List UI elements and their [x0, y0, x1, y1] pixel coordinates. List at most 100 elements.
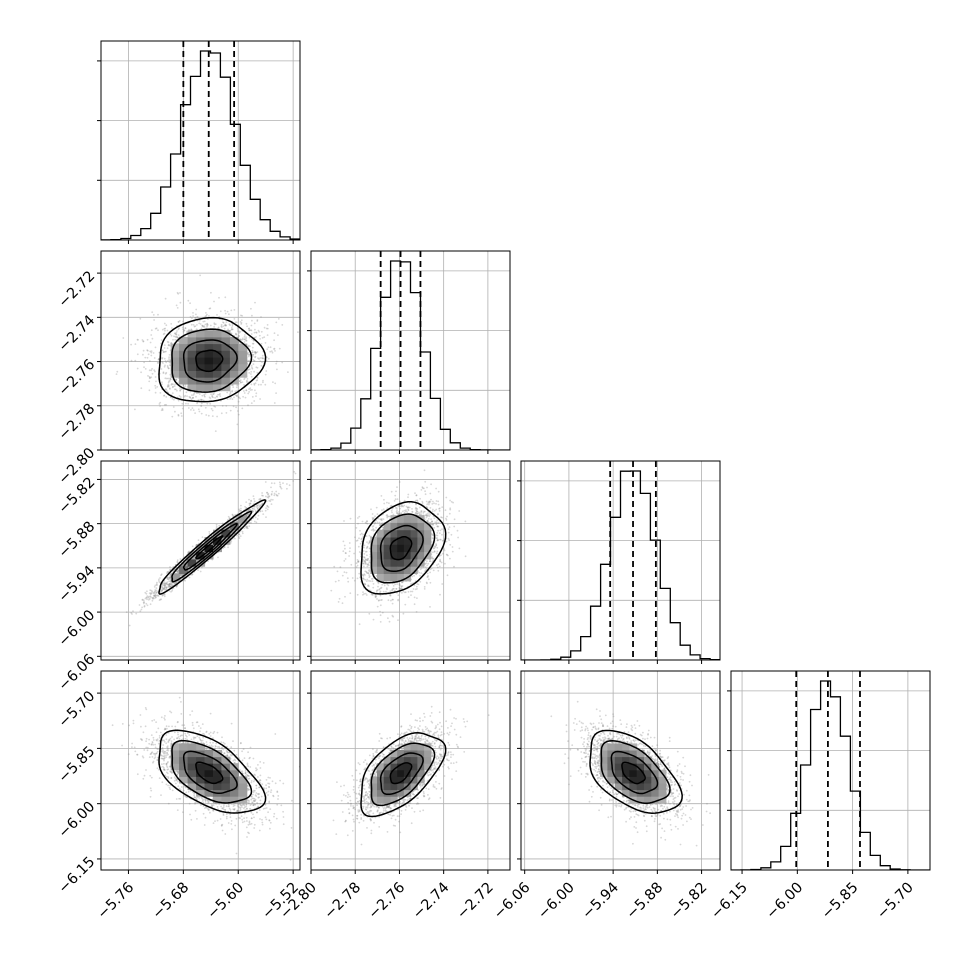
scatter-point — [195, 391, 198, 394]
scatter-point — [270, 493, 273, 496]
scatter-point — [174, 582, 177, 584]
scatter-point — [225, 321, 228, 323]
scatter-point — [154, 595, 157, 598]
scatter-point — [202, 326, 205, 328]
scatter-point — [216, 314, 218, 316]
scatter-point — [265, 507, 267, 509]
scatter-point — [165, 361, 168, 364]
scatter-point — [237, 536, 240, 538]
scatter-point — [149, 589, 152, 592]
scatter-point — [280, 487, 283, 490]
scatter-point — [149, 341, 152, 344]
scatter-point — [177, 571, 180, 573]
scatter-point — [174, 410, 176, 413]
scatter-point — [196, 316, 199, 319]
scatter-point — [154, 370, 156, 373]
scatter-point — [160, 590, 163, 592]
scatter-point — [154, 387, 157, 389]
scatter-point — [168, 584, 171, 586]
scatter-point — [164, 589, 167, 591]
scatter-point — [152, 352, 155, 354]
scatter-point — [247, 352, 250, 354]
scatter-point — [149, 593, 152, 596]
scatter-point — [215, 527, 218, 530]
scatter-point — [143, 605, 146, 607]
scatter-point — [164, 329, 166, 332]
scatter-point — [247, 392, 250, 395]
scatter-point — [180, 574, 183, 576]
density-cell — [196, 336, 206, 345]
scatter-point — [234, 321, 237, 324]
scatter-point — [231, 398, 234, 400]
scatter-point — [166, 329, 169, 332]
scatter-point — [250, 522, 252, 524]
scatter-point — [254, 356, 256, 359]
scatter-point — [211, 409, 214, 412]
scatter-point — [245, 339, 247, 342]
scatter-point — [231, 384, 234, 387]
scatter-point — [146, 595, 149, 597]
panel-2-0 — [97, 460, 301, 664]
scatter-point — [286, 483, 288, 485]
scatter-point — [167, 385, 170, 388]
scatter-point — [202, 325, 204, 327]
scatter-point — [195, 313, 197, 316]
scatter-point — [249, 345, 251, 348]
density-cell — [170, 343, 180, 351]
scatter-point — [197, 408, 200, 411]
scatter-point — [146, 604, 149, 607]
scatter-point — [161, 594, 164, 597]
scatter-point — [271, 490, 274, 493]
scatter-point — [175, 336, 178, 338]
scatter-point — [271, 351, 274, 354]
scatter-point — [241, 337, 244, 340]
scatter-point — [174, 388, 177, 391]
scatter-point — [228, 393, 231, 396]
scatter-point — [194, 412, 197, 414]
scatter-point — [191, 397, 194, 399]
scatter-point — [210, 407, 213, 410]
scatter-point — [275, 490, 278, 493]
scatter-point — [247, 513, 250, 516]
scatter-point — [147, 598, 150, 601]
scatter-point — [227, 328, 229, 331]
scatter-point — [168, 577, 171, 579]
scatter-point — [266, 505, 269, 508]
scatter-point — [177, 321, 180, 323]
scatter-point — [170, 583, 172, 585]
scatter-point — [240, 507, 242, 510]
scatter-point — [210, 393, 213, 396]
scatter-point — [169, 388, 171, 390]
scatter-point — [154, 594, 157, 597]
scatter-point — [269, 350, 272, 353]
scatter-point — [165, 388, 168, 391]
scatter-point — [288, 484, 291, 487]
scatter-point — [161, 594, 164, 596]
scatter-point — [160, 339, 163, 341]
scatter-point — [172, 338, 174, 341]
scatter-point — [231, 323, 234, 326]
scatter-point — [247, 509, 250, 512]
scatter-point — [251, 507, 254, 510]
scatter-point — [239, 381, 242, 384]
density-cell — [196, 363, 206, 371]
scatter-point — [252, 342, 255, 345]
scatter-point — [161, 357, 164, 360]
scatter-point — [136, 367, 139, 370]
scatter-point — [192, 394, 195, 396]
scatter-point — [154, 384, 157, 387]
scatter-point — [176, 336, 179, 339]
scatter-point — [204, 393, 207, 395]
density-cell — [204, 350, 214, 358]
scatter-point — [278, 481, 281, 484]
scatter-point — [236, 395, 239, 397]
scatter-point — [229, 398, 232, 400]
scatter-point — [167, 586, 170, 588]
scatter-point — [166, 385, 169, 388]
scatter-point — [203, 393, 206, 396]
scatter-point — [220, 323, 223, 326]
scatter-point — [252, 353, 255, 356]
scatter-point — [200, 398, 203, 401]
scatter-point — [163, 586, 166, 589]
scatter-point — [230, 384, 233, 386]
